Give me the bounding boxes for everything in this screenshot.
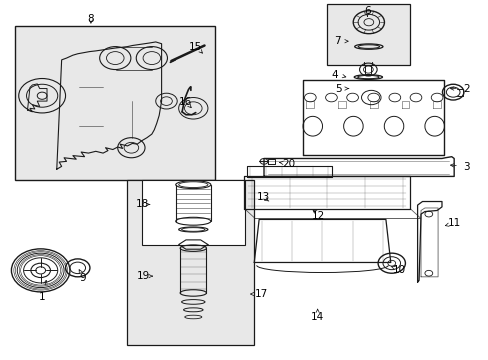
Bar: [142, 180, 244, 244]
Text: 6: 6: [364, 6, 370, 17]
Text: 11: 11: [447, 218, 460, 228]
Bar: [327, 4, 409, 65]
Text: 18: 18: [135, 199, 148, 210]
Text: 14: 14: [310, 312, 324, 322]
Text: 15: 15: [189, 42, 202, 51]
Text: 2: 2: [462, 84, 468, 94]
Text: 19: 19: [137, 271, 150, 281]
Text: 10: 10: [392, 265, 406, 275]
Text: 8: 8: [87, 14, 94, 24]
Text: 9: 9: [79, 273, 86, 283]
Text: 12: 12: [311, 211, 325, 221]
Text: 1: 1: [39, 292, 45, 302]
Text: 7: 7: [333, 36, 340, 46]
Text: 20: 20: [281, 159, 294, 169]
Text: 4: 4: [331, 70, 337, 80]
Bar: [15, 26, 215, 180]
Text: 17: 17: [254, 289, 267, 299]
Text: 3: 3: [462, 162, 468, 172]
Text: 16: 16: [178, 97, 191, 107]
Text: 5: 5: [334, 84, 341, 94]
Bar: [127, 180, 254, 345]
Text: 13: 13: [256, 192, 269, 202]
